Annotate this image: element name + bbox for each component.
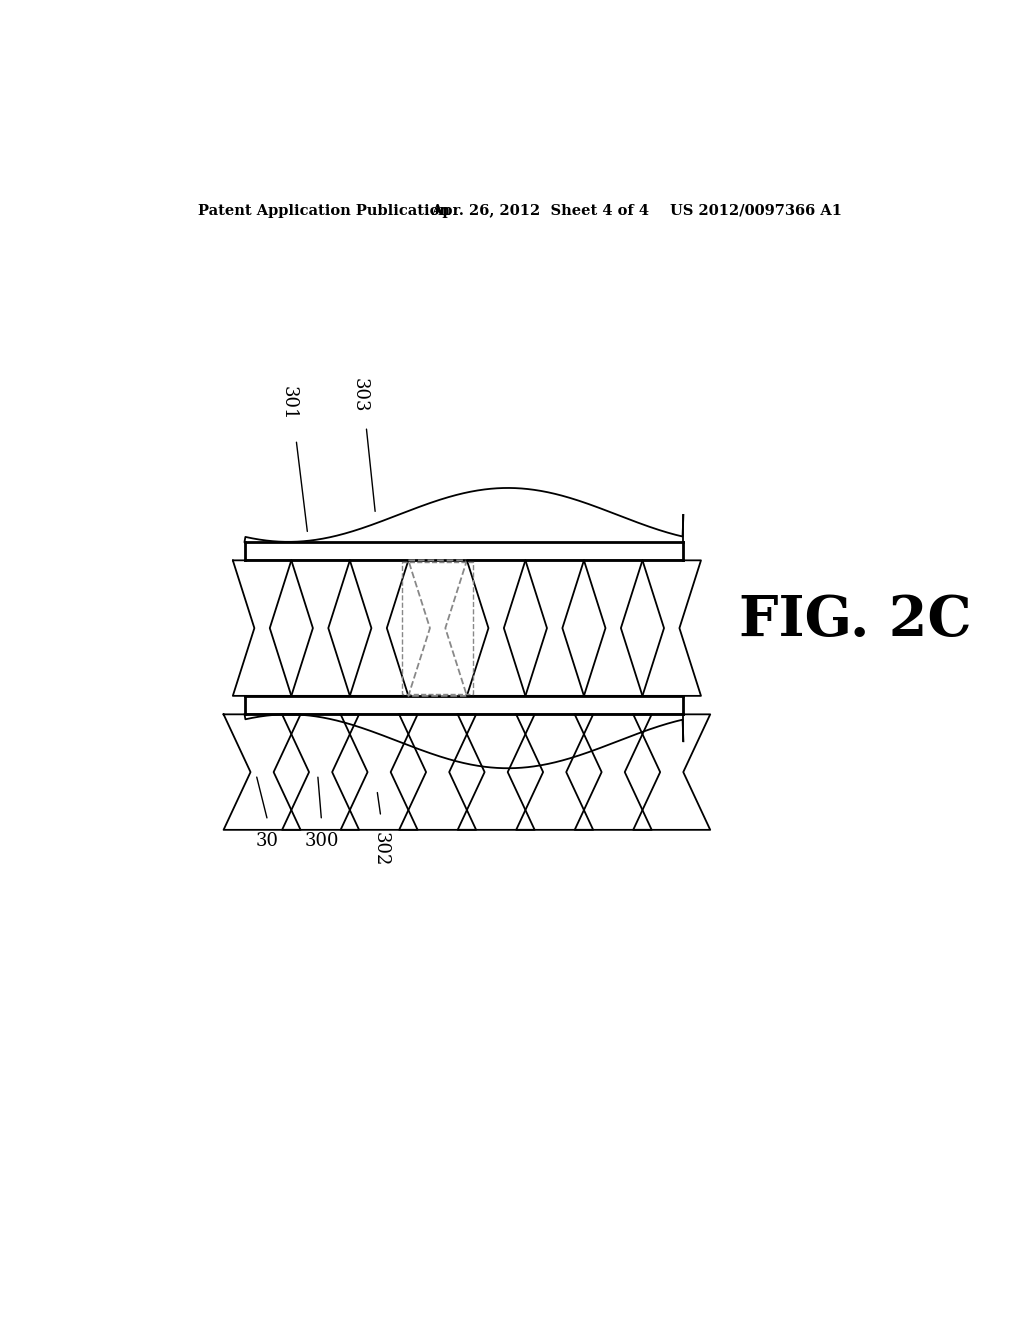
Text: Patent Application Publication: Patent Application Publication: [199, 203, 451, 218]
Text: US 2012/0097366 A1: US 2012/0097366 A1: [670, 203, 842, 218]
Text: FIG. 2C: FIG. 2C: [739, 593, 972, 648]
Text: Apr. 26, 2012  Sheet 4 of 4: Apr. 26, 2012 Sheet 4 of 4: [431, 203, 649, 218]
Text: 30: 30: [256, 832, 280, 850]
Text: 301: 301: [280, 385, 297, 420]
Text: 303: 303: [351, 378, 369, 412]
Text: 300: 300: [304, 832, 339, 850]
Text: 302: 302: [372, 832, 390, 866]
